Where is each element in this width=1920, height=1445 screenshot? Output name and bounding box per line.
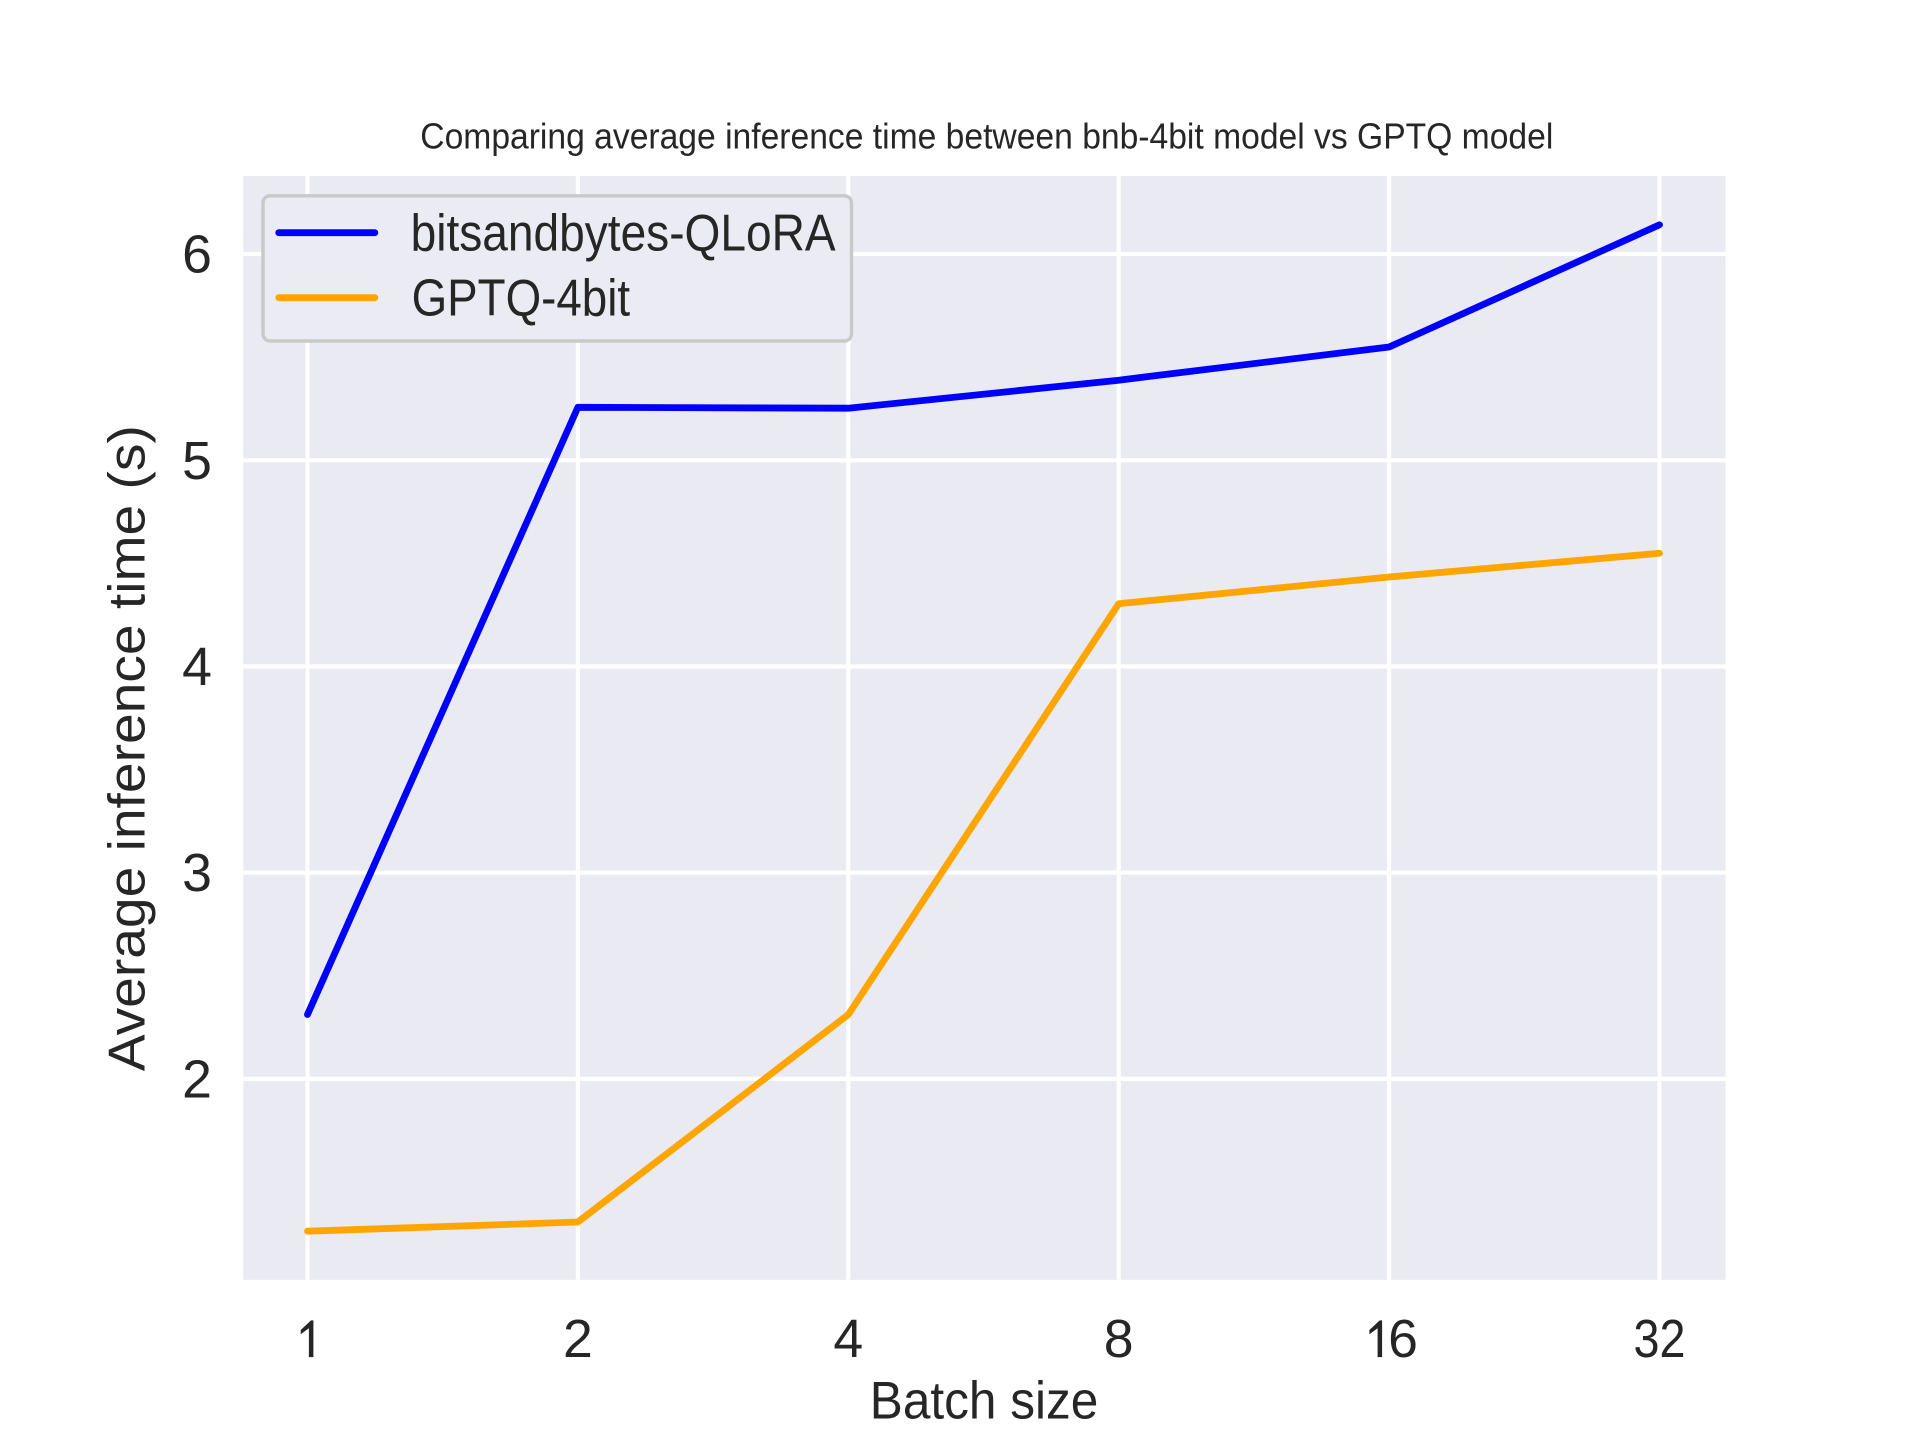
svg-text:6: 6 [182,225,212,285]
svg-text:3: 3 [182,843,212,903]
svg-text:5: 5 [182,431,212,491]
svg-text:Comparing average inference ti: Comparing average inference time between… [420,115,1553,156]
svg-text:2: 2 [182,1049,212,1109]
svg-text:4: 4 [182,637,212,697]
svg-text:8: 8 [1104,1309,1134,1369]
svg-text:GPTQ-4bit: GPTQ-4bit [412,269,631,327]
svg-text:6: 6 [1388,1309,1418,1369]
svg-text:bitsandbytes-QLoRA: bitsandbytes-QLoRA [411,204,836,262]
svg-text:4: 4 [833,1309,863,1369]
svg-text:2: 2 [563,1309,593,1369]
svg-text:Batch size: Batch size [870,1371,1099,1430]
svg-text:32: 32 [1634,1309,1686,1369]
svg-text:Average inference time (s): Average inference time (s) [97,425,155,1071]
